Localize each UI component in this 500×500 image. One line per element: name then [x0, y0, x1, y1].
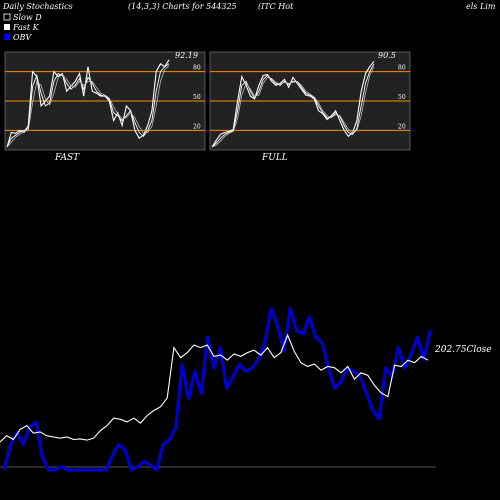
legend-swatch-slow-d: [3, 13, 11, 21]
fast-slow-d-line: [6, 65, 170, 148]
full-lines: [211, 60, 375, 148]
obv-price-panel: 202.75Close: [0, 306, 492, 472]
fast-d-line: [6, 63, 170, 148]
legend-label-obv: OBV: [13, 33, 32, 42]
chart-title: Daily Stochastics: [2, 2, 73, 11]
full-k-line: [211, 60, 375, 148]
full-y-ticks: 20 50 80: [398, 65, 406, 131]
close-price-line: [0, 333, 429, 443]
fast-last-value: 92.19: [175, 51, 198, 60]
fast-lines: [6, 59, 170, 148]
company-name-left: (ITC Hot: [258, 2, 294, 11]
legend: Slow D Fast K OBV: [3, 13, 42, 42]
close-value-label: 202.75Close: [434, 345, 492, 355]
fast-k-line: [6, 59, 170, 148]
legend-swatch-fast-k: [4, 24, 10, 30]
close-last-value: 202.75: [434, 345, 467, 355]
full-y-tick-80: 80: [398, 65, 406, 72]
close-suffix: Close: [467, 345, 492, 355]
obv-price-lines: [0, 306, 432, 472]
full-slow-d-line: [211, 66, 375, 148]
fast-y-tick-80: 80: [193, 65, 201, 72]
legend-label-fast-k: Fast K: [12, 23, 40, 32]
full-stochastic-panel: 20 50 80 90.5 FULL: [209, 51, 411, 163]
full-y-tick-50: 50: [398, 94, 406, 101]
legend-swatch-obv: [4, 34, 10, 40]
legend-label-slow-d: Slow D: [13, 13, 42, 22]
full-last-value: 90.5: [378, 51, 396, 60]
fast-y-tick-20: 20: [193, 123, 201, 130]
fast-stochastic-panel: 20 50 80 92.19 FAST: [4, 51, 206, 163]
chart-params: (14,3,3) Charts for 544325: [128, 2, 237, 11]
obv-line: [2, 306, 432, 472]
company-name-right: els Lim: [466, 2, 496, 11]
full-level-lines: [210, 71, 410, 131]
fast-level-lines: [5, 71, 205, 131]
full-y-tick-20: 20: [398, 123, 406, 130]
full-panel-label: FULL: [261, 153, 288, 163]
fast-panel-label: FAST: [54, 153, 80, 163]
fast-y-tick-50: 50: [193, 94, 201, 101]
fast-y-ticks: 20 50 80: [193, 65, 201, 131]
full-d-line: [211, 63, 375, 148]
